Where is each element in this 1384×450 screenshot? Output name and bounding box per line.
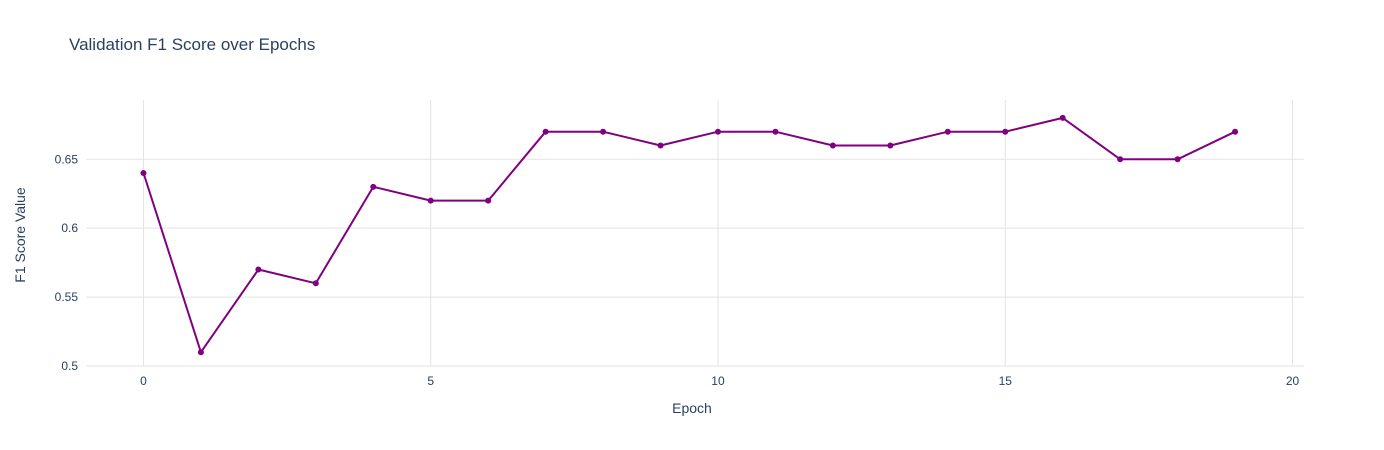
- data-point: [428, 198, 434, 204]
- x-tick-label: 20: [1286, 374, 1300, 388]
- data-point: [543, 129, 549, 135]
- data-point: [945, 129, 951, 135]
- data-point: [255, 267, 261, 273]
- x-tick-label: 5: [427, 374, 434, 388]
- data-point: [1117, 156, 1123, 162]
- data-point: [1232, 129, 1238, 135]
- data-point: [658, 142, 664, 148]
- y-axis-title: F1 Score Value: [12, 187, 28, 283]
- data-point: [313, 280, 319, 286]
- data-point: [830, 142, 836, 148]
- data-point: [140, 170, 146, 176]
- y-tick-label: 0.65: [55, 152, 79, 166]
- x-tick-label: 10: [711, 374, 725, 388]
- data-point: [485, 198, 491, 204]
- data-point: [600, 129, 606, 135]
- y-tick-label: 0.5: [61, 359, 78, 373]
- data-point: [1002, 129, 1008, 135]
- data-point: [1060, 115, 1066, 121]
- data-point: [1175, 156, 1181, 162]
- data-point: [887, 142, 893, 148]
- data-point: [715, 129, 721, 135]
- data-point: [370, 184, 376, 190]
- y-tick-label: 0.6: [61, 221, 78, 235]
- x-axis-title: Epoch: [672, 400, 712, 416]
- x-tick-label: 15: [999, 374, 1013, 388]
- chart-title: Validation F1 Score over Epochs: [69, 35, 315, 54]
- x-tick-label: 0: [140, 374, 147, 388]
- data-point: [198, 349, 204, 355]
- y-tick-label: 0.55: [55, 290, 79, 304]
- data-point: [772, 129, 778, 135]
